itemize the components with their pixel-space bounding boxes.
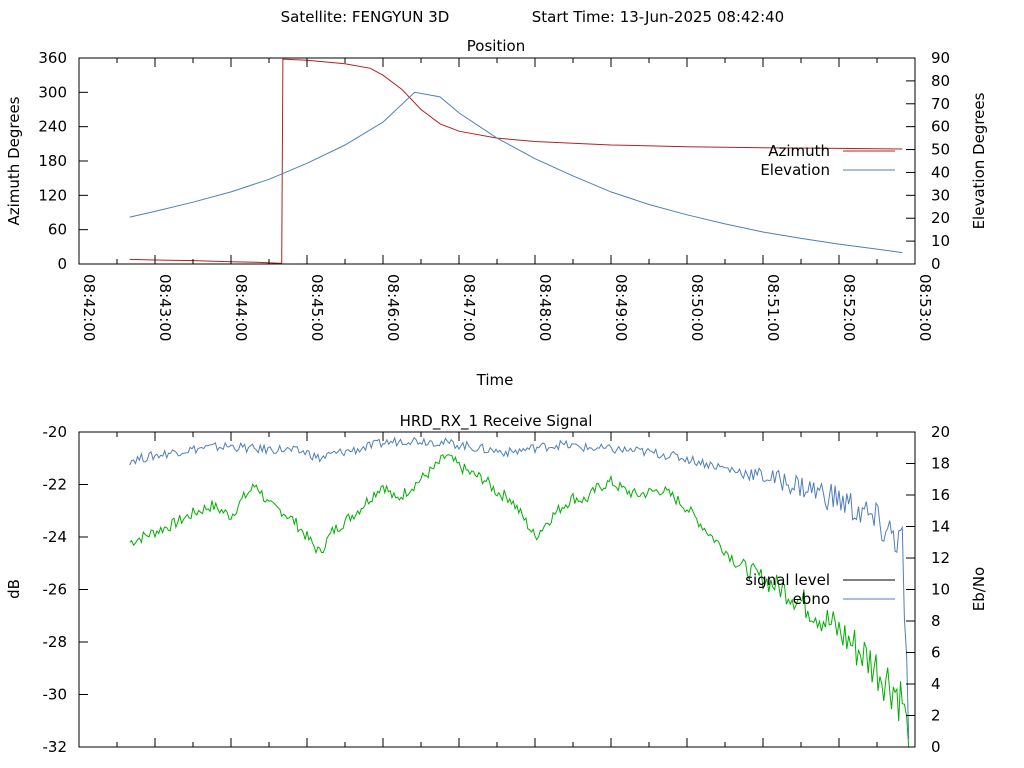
y2-tick-label: 2 [931,707,941,725]
signal-chart-title: HRD_RX_1 Receive Signal [400,412,593,431]
signal-y-axis-label: dB [5,579,23,599]
legend-label-signal-level: signal level [745,571,830,589]
series-line-signal-level [129,454,910,748]
y2-tick-label: 60 [931,118,950,136]
y-tick-label: 240 [38,118,67,136]
x-tick-label: 08:47:00 [460,274,478,341]
x-tick-label: 08:48:00 [536,274,554,341]
position-y-axis-label: Azimuth Degrees [5,96,23,225]
x-tick-label: 08:42:00 [80,274,98,341]
start-time-label: Start Time: 13-Jun-2025 08:42:40 [532,8,784,26]
x-tick-label: 08:44:00 [232,274,250,341]
x-tick-label: 08:43:00 [156,274,174,341]
x-tick-label: 08:49:00 [612,274,630,341]
position-x-axis-label: Time [476,371,514,389]
y2-tick-label: 90 [931,49,950,67]
legend-label-azimuth: Azimuth [768,142,830,160]
x-tick-label: 08:50:00 [688,274,706,341]
y2-tick-label: 18 [931,455,950,473]
y-tick-label: 120 [38,186,67,204]
x-tick-label: 08:51:00 [764,274,782,341]
signal-legend: signal level ebno [745,571,895,608]
y-tick-label: -20 [43,423,68,441]
position-chart: Position 08:42:00 08:43:00 08:44:00 08:45:0… [5,37,988,389]
y2-tick-label: 16 [931,486,950,504]
series-line-ebno [129,436,910,740]
x-tick-label: 08:53:00 [916,274,934,341]
y-tick-label: 180 [38,152,67,170]
position-legend: Azimuth Elevation [760,142,895,179]
y-tick-label: -30 [43,686,68,704]
y-tick-label: 360 [38,49,67,67]
y-tick-label: -28 [43,633,68,651]
y2-tick-label: 40 [931,163,950,181]
y2-tick-label: 30 [931,186,950,204]
satellite-label: Satellite: FENGYUN 3D [281,8,450,26]
y-tick-label: -24 [43,528,68,546]
y2-tick-label: 10 [931,581,950,599]
series-line-azimuth [129,58,903,264]
signal-y2-axis-label: Eb/No [970,567,988,611]
y2-tick-label: 20 [931,423,950,441]
y2-tick-label: 50 [931,141,950,159]
plot-frame [78,431,916,748]
y2-tick-label: 8 [931,612,941,630]
y2-tick-label: 14 [931,518,950,536]
x-tick-label: 08:45:00 [308,274,326,341]
y2-tick-label: 0 [931,738,941,756]
y-tick-label: -32 [43,738,68,756]
y2-tick-label: 20 [931,209,950,227]
y2-tick-label: 6 [931,644,941,662]
x-tick-label: 08:52:00 [840,274,858,341]
y-tick-label: 300 [38,83,67,101]
position-y2-axis-label: Elevation Degrees [970,92,988,229]
y2-tick-label: 12 [931,549,950,567]
y2-tick-label: 80 [931,72,950,90]
position-chart-title: Position [467,37,525,55]
y2-tick-label: 10 [931,232,950,250]
y-tick-label: 60 [48,221,67,239]
y2-tick-label: 4 [931,675,941,693]
legend-label-elevation: Elevation [760,161,830,179]
series-line-elevation [129,91,903,254]
x-tick-label: 08:46:00 [384,274,402,341]
y2-tick-label: 0 [931,255,941,273]
y-tick-label: -26 [43,581,68,599]
y-tick-label: 0 [57,255,67,273]
receive-signal-chart: HRD_RX_1 Receive Signal -32 -30 -28 -26 -24 -… [5,412,988,756]
y2-tick-label: 70 [931,95,950,113]
y-tick-label: -22 [43,476,68,494]
legend-label-ebno: ebno [793,590,830,608]
